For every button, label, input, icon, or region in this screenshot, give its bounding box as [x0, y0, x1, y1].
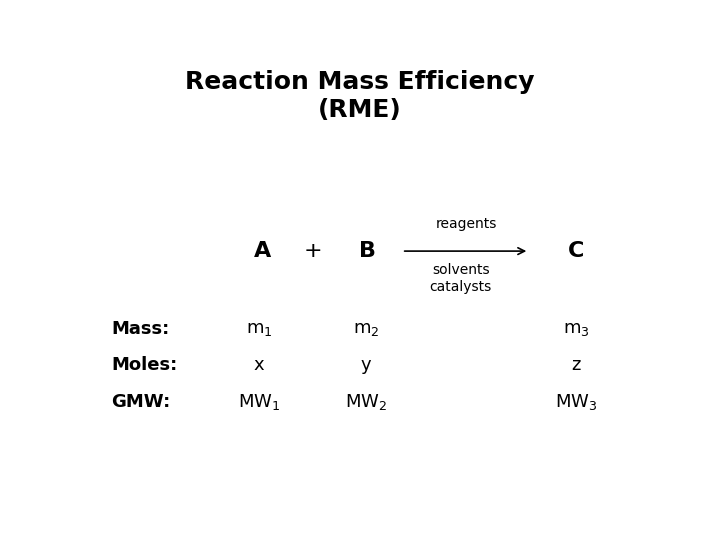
Text: Reaction Mass Efficiency
(RME): Reaction Mass Efficiency (RME)	[185, 70, 535, 122]
Text: GMW:: GMW:	[112, 393, 171, 411]
Text: z: z	[571, 355, 581, 374]
Text: catalysts: catalysts	[430, 280, 492, 294]
Text: x: x	[254, 355, 264, 374]
Text: y: y	[361, 355, 371, 374]
Text: m$_3$: m$_3$	[562, 320, 590, 339]
Text: A: A	[254, 241, 271, 261]
Text: reagents: reagents	[436, 217, 498, 231]
Text: MW$_1$: MW$_1$	[238, 392, 280, 413]
Text: m$_1$: m$_1$	[246, 320, 272, 339]
Text: MW$_3$: MW$_3$	[555, 392, 597, 413]
Text: B: B	[359, 241, 376, 261]
Text: Moles:: Moles:	[112, 355, 178, 374]
Text: +: +	[304, 241, 323, 261]
Text: Mass:: Mass:	[112, 320, 170, 339]
Text: C: C	[568, 241, 584, 261]
Text: solvents: solvents	[432, 263, 490, 277]
Text: m$_2$: m$_2$	[353, 320, 379, 339]
Text: MW$_2$: MW$_2$	[345, 392, 387, 413]
